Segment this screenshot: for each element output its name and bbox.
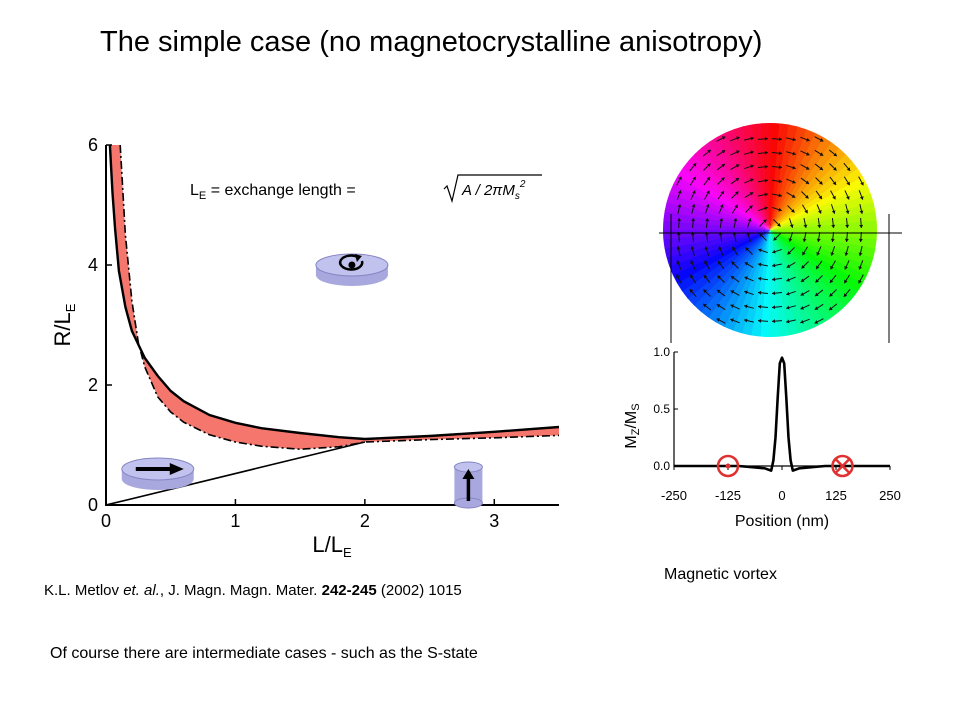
mz-profile-chart: 0.0 0.5 1.0 -250 -125 0 125 250 MZ/MS Position … (623, 345, 901, 530)
vortex-disk-icon (315, 253, 389, 286)
profile-x-tick-label: -250 (661, 488, 687, 503)
formula-label-rest: = exchange length = (206, 182, 355, 199)
slide-subtitle: Of course there are intermediate cases -… (50, 645, 478, 662)
y-axis-label-main: R/L (50, 312, 75, 346)
y-tick-label: 0 (88, 495, 98, 515)
mz-profile-line (674, 356, 890, 472)
profile-x-axis-label: Position (nm) (735, 513, 829, 530)
x-tick-label: 2 (360, 511, 370, 531)
formula-label-main: L (190, 182, 199, 199)
y-tick-label: 4 (88, 255, 98, 275)
x-axis-label-sub: E (343, 545, 352, 560)
x-axis-label: L/LE (312, 532, 352, 560)
vortex-caption: Magnetic vortex (664, 566, 777, 583)
profile-x-tick-label: 250 (879, 488, 901, 503)
inplane-disk-icon (121, 457, 195, 490)
svg-text:LE = exchange length =: LE = exchange length = (190, 182, 356, 202)
x-tick-label: 1 (230, 511, 240, 531)
formula-label-sub: E (199, 190, 206, 202)
profile-y-tick-label: 0.0 (653, 459, 670, 473)
profile-x-tick-label: -125 (715, 488, 741, 503)
outofplane-cylinder-icon (453, 461, 483, 509)
cross-circle-marker (831, 454, 854, 478)
formula-math: A / 2πMs2 (443, 174, 542, 204)
profile-x-tick-label: 125 (825, 488, 847, 503)
y-tick-label: 6 (88, 135, 98, 155)
vortex-disk-image (659, 123, 902, 343)
y-tick-label: 2 (88, 375, 98, 395)
profile-y-tick-label: 0.5 (653, 402, 670, 416)
lower-boundary-line (119, 145, 559, 451)
slide-title: The simple case (no magnetocrystalline a… (100, 26, 763, 58)
profile-y-tick-label: 1.0 (653, 345, 670, 359)
x-tick-label: 3 (489, 511, 499, 531)
x-axis-label-main: L/L (312, 532, 343, 557)
x-tick-label: 0 (101, 511, 111, 531)
exchange-length-formula: LE = exchange length = A / 2πMs2 (190, 174, 542, 204)
y-axis-label: R/LE (50, 303, 78, 346)
profile-y-axis-label: MZ/MS (623, 403, 642, 448)
citation: K.L. Metlov et. al., J. Magn. Magn. Mate… (44, 582, 462, 599)
y-axis-label-sub: E (63, 303, 78, 312)
diagonal-line (106, 441, 366, 505)
axis-frame (105, 145, 559, 506)
dot-circle-marker (716, 454, 740, 478)
profile-x-tick-label: 0 (778, 488, 785, 503)
profile-axes (673, 352, 890, 467)
svg-text:A / 2πMs2: A / 2πMs2 (461, 179, 526, 202)
upper-boundary-line (108, 145, 559, 441)
